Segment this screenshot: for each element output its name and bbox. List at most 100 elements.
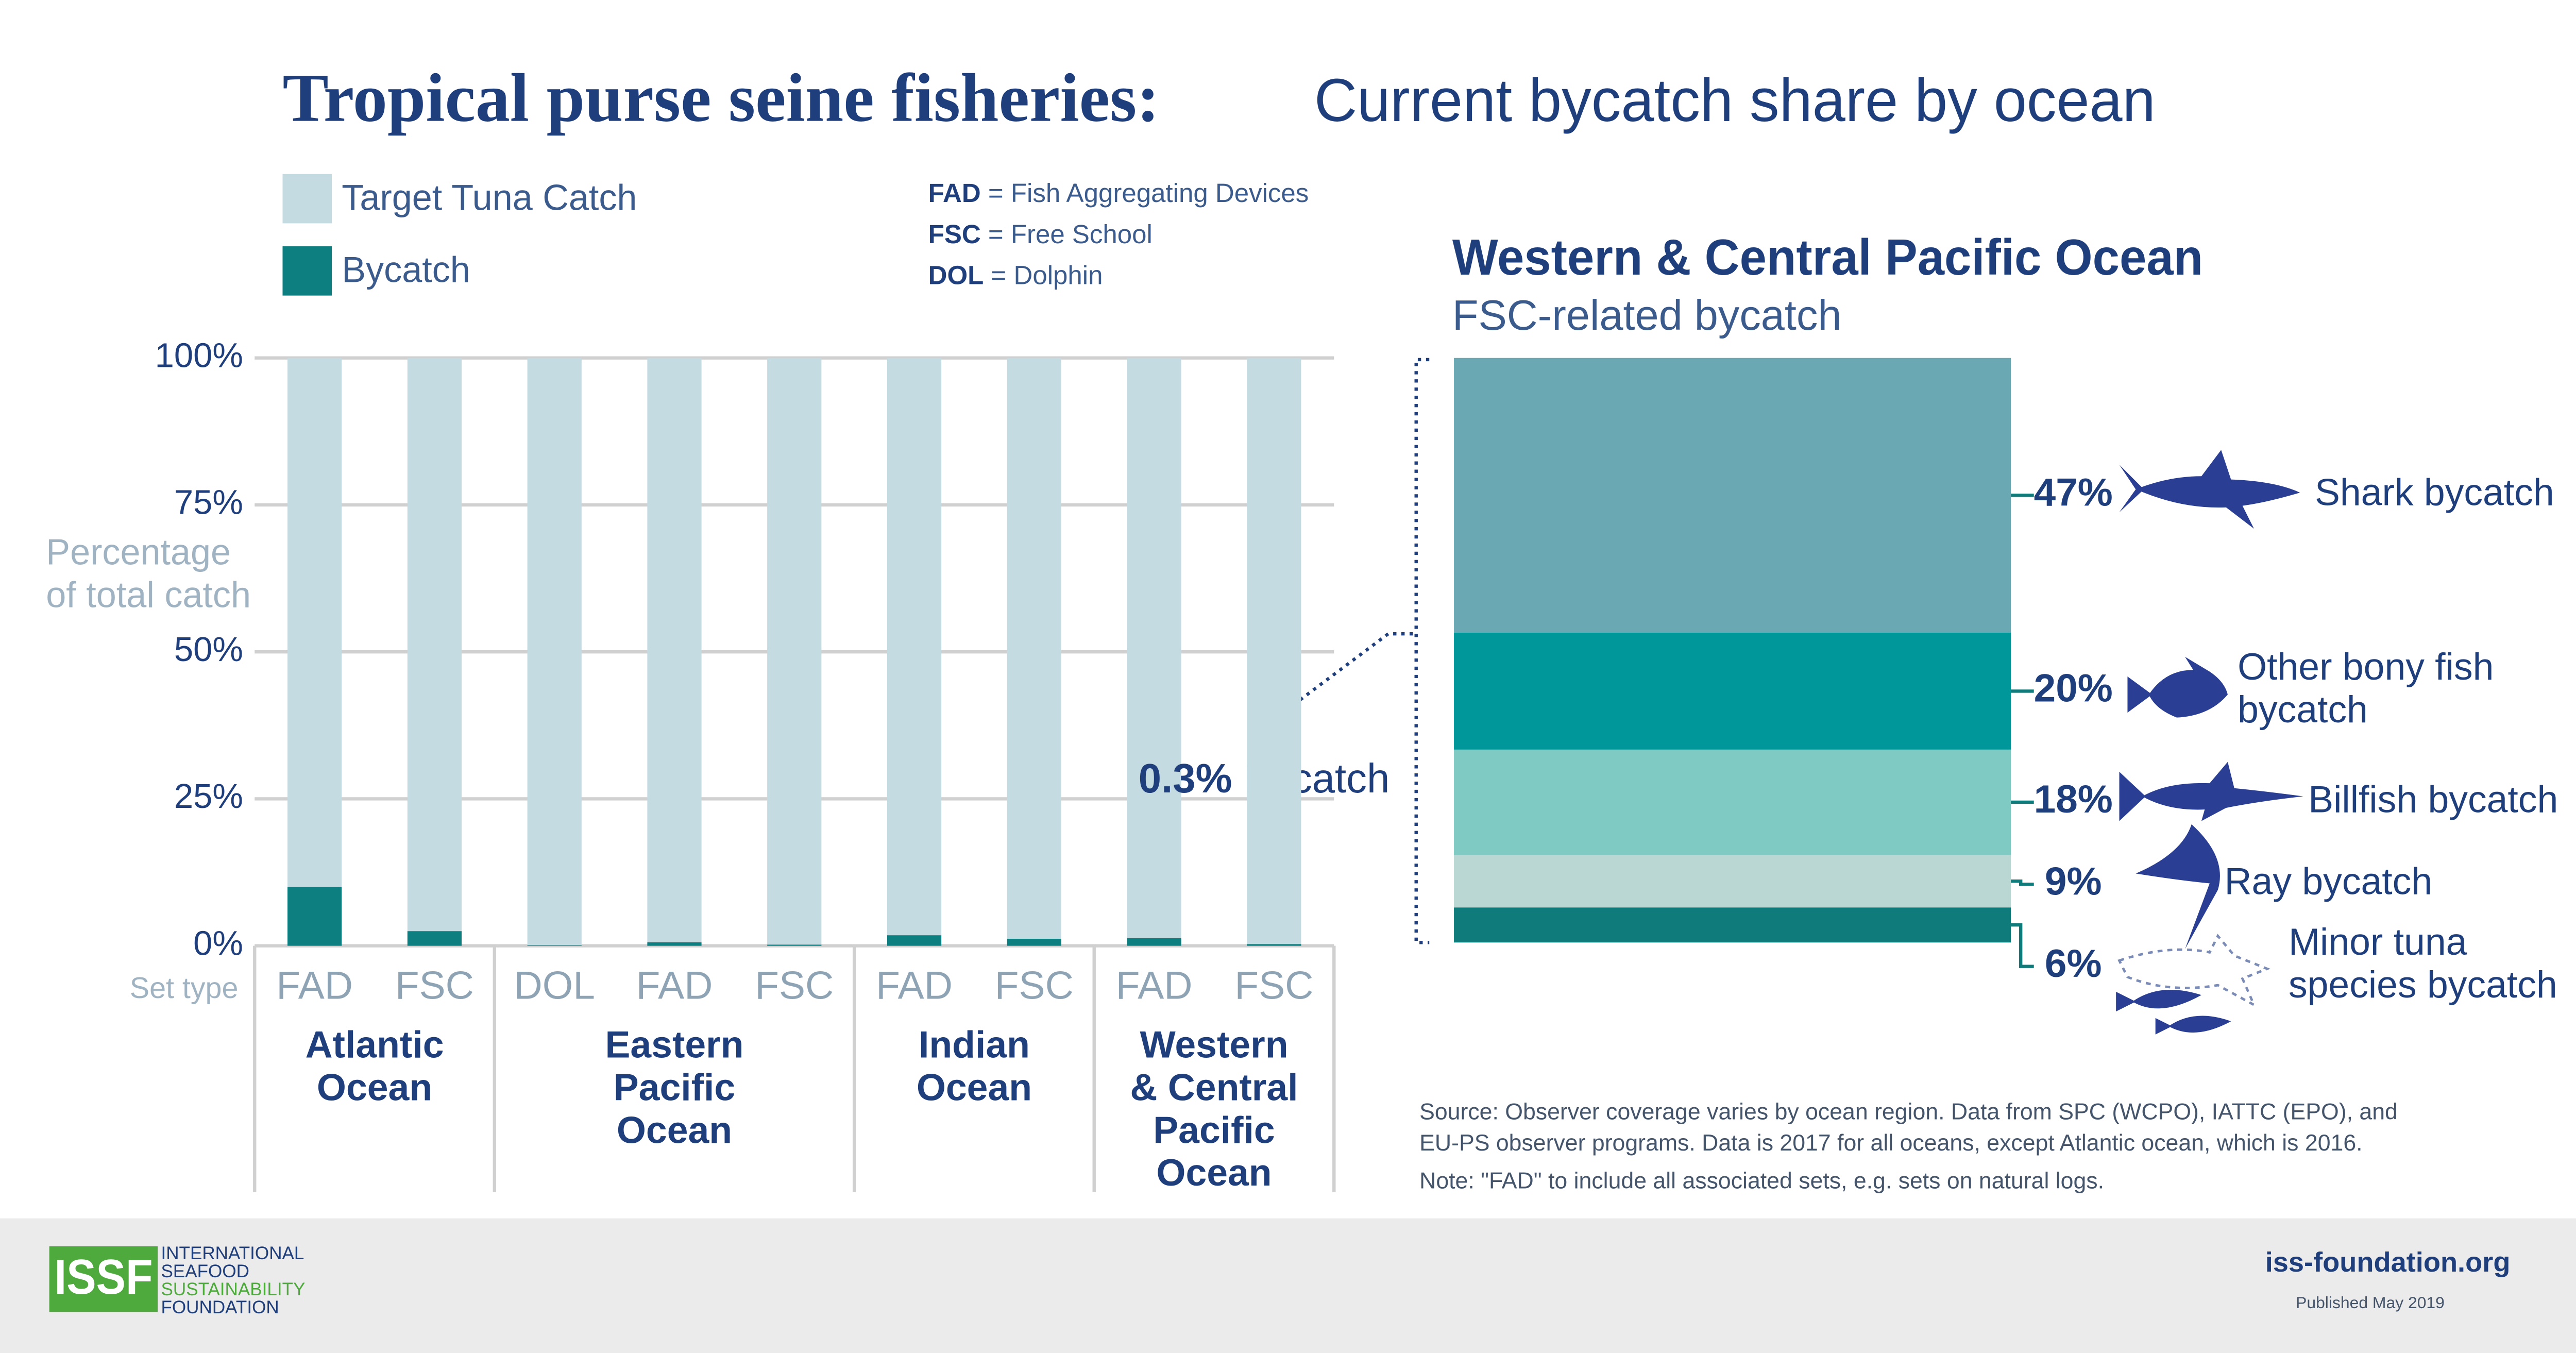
abbr-meaning: = Free School [981,219,1153,249]
x-tick-label: FSC [395,964,474,1008]
bar-segment [1127,358,1181,938]
x-tick-label: FSC [995,964,1074,1008]
value-label: 6% [2045,942,2102,986]
x-tick-label: FAD [876,964,953,1008]
y-axis-label: of total catch [46,575,251,615]
abbr-meaning: = Fish Aggregating Devices [981,179,1309,208]
bar-segment [887,935,942,946]
bar-segment [1454,855,2011,908]
legend-label: Bycatch [342,250,470,290]
bar-segment [1247,944,1301,946]
group-label: Ocean [617,1109,732,1151]
y-axis-label: Percentage [46,532,231,572]
bar-segment [527,945,582,946]
bar-segment [647,942,702,946]
bar-segment [407,358,462,932]
x-tick-label: FAD [1116,964,1193,1008]
legend-swatch [282,246,332,296]
label-connector [2011,923,2034,968]
group-label: Ocean [917,1066,1032,1108]
bar-segment [767,944,822,946]
bar-segment [1454,749,2011,855]
bar-segment [287,358,342,887]
abbr: DOL [928,261,984,290]
group-label: Atlantic [306,1024,444,1066]
bar-segment [407,931,462,946]
billfish-icon [2119,762,2303,821]
abbreviation: DOL = Dolphin [928,261,1103,290]
x-axis-label: Set type [130,972,239,1005]
bar-segment [1247,358,1301,944]
bar-segment [1007,358,1061,939]
group-label: Eastern [605,1024,743,1066]
bar-segment [527,358,582,945]
footer-band [0,1218,2576,1353]
bar-segment [887,358,942,936]
panel-title: Western & Central Pacific Ocean [1452,229,2203,285]
bar-segment [1454,358,2011,633]
series-name: Shark bycatch [2315,471,2554,514]
value-label: 18% [2034,777,2113,821]
abbreviation: FAD = Fish Aggregating Devices [928,179,1309,208]
y-tick-label: 50% [174,630,243,669]
x-tick-label: FAD [276,964,353,1008]
y-tick-label: 75% [174,483,243,522]
fish-icon [2127,656,2228,718]
group-label: Ocean [1156,1152,1272,1194]
series-name-line: species bycatch [2289,963,2557,1006]
series-name: Ray bycatch [2225,860,2433,903]
group-label: Pacific [614,1066,735,1108]
source-line: Source: Observer coverage varies by ocea… [1419,1100,2398,1125]
bracket [1414,358,1430,944]
icons [2116,450,2303,1035]
group-label: Indian [919,1024,1030,1066]
y-tick-label: 0% [193,924,243,962]
y-tick-label: 25% [174,777,243,816]
bar-segment [1454,907,2011,943]
bar-segment [1007,938,1061,946]
bar-segment [287,887,342,946]
bar-segment [1127,938,1181,946]
org-name: SEAFOOD [161,1261,249,1281]
series-name: Other bony fish bycatch [2238,646,2504,731]
legend-label: Target Tuna Catch [342,177,637,217]
chart-title: Tropical purse seine fisheries: [282,60,1159,136]
logo-text: ISSF [54,1249,152,1305]
x-tick-label: FSC [755,964,834,1008]
org-name: FOUNDATION [161,1297,279,1317]
label-connector [2011,879,2034,886]
chart-subtitle: Current bycatch share by ocean [1314,66,2156,134]
source-line: EU-PS observer programs. Data is 2017 fo… [1419,1130,2362,1156]
note: Note: "FAD" to include all associated se… [1419,1168,2104,1193]
abbr-meaning: = Dolphin [984,261,1103,290]
website: iss-foundation.org [2265,1247,2511,1278]
x-tick-label: FSC [1234,964,1313,1008]
shark-icon [2119,450,2300,529]
group-label: Pacific [1153,1109,1275,1151]
value-label: 47% [2034,471,2113,515]
bar-segment [767,358,822,945]
abbr: FSC [928,219,981,249]
tuna-icon [2116,990,2231,1035]
legend-swatch [282,174,332,224]
org-name: SUSTAINABILITY [161,1279,306,1299]
x-tick-label: DOL [514,964,595,1008]
y-tick-label: 100% [155,336,243,375]
series-name: Minor tuna species bycatch [2289,921,2557,1006]
org-name: INTERNATIONAL [161,1243,304,1263]
panel-subtitle: FSC-related bycatch [1452,291,1842,339]
series-name-line: Other bony fish [2238,646,2504,688]
value-label: 9% [2045,860,2102,904]
abbr: FAD [928,179,981,208]
group-label: Western [1140,1024,1289,1066]
series-name-line: Minor tuna [2289,921,2478,963]
published: Published May 2019 [2296,1293,2445,1312]
value-label: 20% [2034,667,2113,711]
abbreviation: FSC = Free School [928,219,1153,249]
series-name: Billfish bycatch [2308,778,2558,820]
series-name-line: bycatch [2238,688,2368,731]
group-label: Ocean [317,1066,432,1108]
group-label: & Central [1130,1066,1298,1108]
annotation-value: 0.3% [1139,755,1232,801]
